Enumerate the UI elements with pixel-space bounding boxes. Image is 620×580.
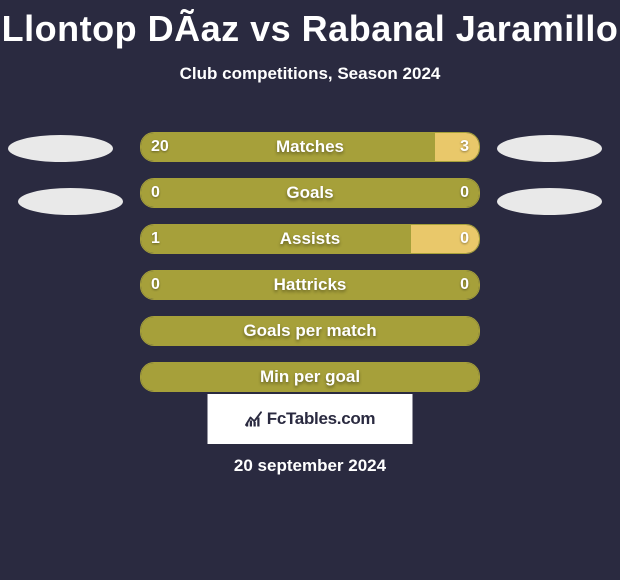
stat-row-matches: Matches 20 3 [140,132,480,162]
bar-label: Hattricks [274,275,347,295]
bar-value-left: 20 [151,138,169,156]
chart-icon [245,410,263,428]
stat-row-hattricks: Hattricks 0 0 [140,270,480,300]
bar-label: Assists [280,229,340,249]
date-label: 20 september 2024 [234,456,386,476]
bar-label: Goals [286,183,333,203]
stat-row-min-per-goal: Min per goal [140,362,480,392]
bar-right [435,133,479,161]
comparison-chart: Matches203Goals00Assists10Hattricks00Goa… [0,112,620,402]
bar-label: Min per goal [260,367,360,387]
bar-value-right: 0 [460,230,469,248]
stat-row-goals-per-match: Goals per match [140,316,480,346]
bar-left [141,225,411,253]
logo-text: FcTables.com [267,409,376,429]
page-title: Llontop DÃ­az vs Rabanal Jaramillo [0,0,620,50]
stat-row-goals: Goals 0 0 [140,178,480,208]
decorative-ellipse [18,188,123,215]
decorative-ellipse [497,188,602,215]
decorative-ellipse [8,135,113,162]
bar-value-left: 0 [151,276,160,294]
bar-value-left: 0 [151,184,160,202]
bar-label: Goals per match [243,321,376,341]
bar-value-right: 3 [460,138,469,156]
subtitle: Club competitions, Season 2024 [0,64,620,84]
bar-value-right: 0 [460,184,469,202]
bar-value-right: 0 [460,276,469,294]
decorative-ellipse [497,135,602,162]
bar-label: Matches [276,137,344,157]
logo-box: FcTables.com [208,394,413,444]
bar-value-left: 1 [151,230,160,248]
stat-row-assists: Assists 1 0 [140,224,480,254]
